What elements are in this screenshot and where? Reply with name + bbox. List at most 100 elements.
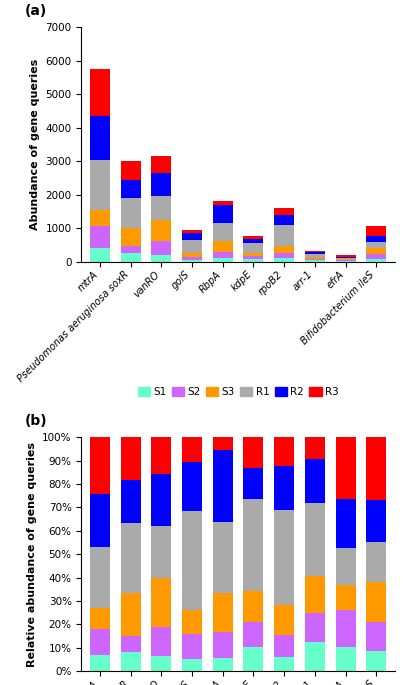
Bar [213,632,233,658]
Bar [151,173,171,197]
Bar [336,256,356,257]
Bar [151,220,171,242]
Bar [182,462,202,511]
Bar [366,236,386,242]
Bar [305,260,325,262]
Bar [336,257,356,258]
Bar [213,450,233,522]
Bar [182,253,202,256]
Bar [213,258,233,262]
Bar [120,198,140,228]
Bar [366,622,386,651]
Bar [336,499,356,548]
Bar [336,610,356,647]
Bar [366,582,386,622]
Bar [90,608,110,629]
Bar [120,480,140,523]
Bar [213,593,233,632]
Bar [182,229,202,233]
Bar [243,259,263,262]
Bar [151,627,171,656]
Bar [366,248,386,254]
Bar [151,437,171,474]
Bar [274,247,294,253]
Bar [213,201,233,205]
Bar [366,651,386,671]
Bar [366,499,386,542]
Bar [243,647,263,671]
Bar [305,251,325,252]
Bar [366,242,386,248]
Bar [274,225,294,247]
Bar [243,242,263,253]
Bar [182,659,202,671]
Text: (b): (b) [25,414,48,428]
X-axis label: ARG: ARG [223,460,253,473]
Legend: S1, S2, S3, R1, R2, R3: S1, S2, S3, R1, R2, R3 [133,383,343,401]
Bar [243,253,263,256]
Bar [182,240,202,253]
Bar [90,227,110,248]
Bar [90,437,110,494]
Bar [274,510,294,606]
Bar [151,197,171,220]
Bar [213,251,233,258]
Bar [366,437,386,499]
Bar [305,257,325,259]
Bar [151,656,171,671]
Bar [213,205,233,223]
Bar [243,236,263,240]
Bar [305,437,325,459]
Y-axis label: Relative abundance of gene queries: Relative abundance of gene queries [26,442,37,667]
Bar [90,655,110,671]
Bar [336,647,356,671]
Bar [120,179,140,198]
Bar [90,629,110,655]
Bar [182,610,202,634]
Bar [274,657,294,671]
Bar [151,474,171,526]
Bar [151,156,171,173]
Bar [151,255,171,262]
Bar [305,613,325,642]
Bar [336,548,356,585]
Bar [305,254,325,257]
Bar [305,503,325,576]
Bar [120,636,140,652]
Bar [336,258,356,259]
Bar [243,591,263,622]
Bar [274,208,294,214]
Bar [366,227,386,236]
Bar [274,253,294,258]
Bar [274,214,294,225]
Bar [182,511,202,610]
Bar [243,256,263,259]
Bar [243,499,263,591]
Bar [305,642,325,671]
Bar [90,116,110,160]
Bar [120,253,140,262]
Bar [120,437,140,480]
Bar [182,233,202,240]
Bar [151,242,171,255]
Bar [182,260,202,262]
Bar [213,242,233,251]
Bar [274,258,294,262]
Bar [120,161,140,179]
Bar [336,260,356,261]
Bar [120,228,140,247]
Bar [305,259,325,260]
Bar [366,258,386,262]
Bar [151,526,171,578]
Bar [274,466,294,510]
Bar [151,578,171,627]
Bar [243,622,263,647]
Bar [213,223,233,242]
Bar [305,576,325,613]
Bar [305,252,325,254]
Bar [243,468,263,499]
Bar [213,437,233,450]
Bar [182,256,202,260]
Bar [90,210,110,227]
Bar [366,254,386,258]
